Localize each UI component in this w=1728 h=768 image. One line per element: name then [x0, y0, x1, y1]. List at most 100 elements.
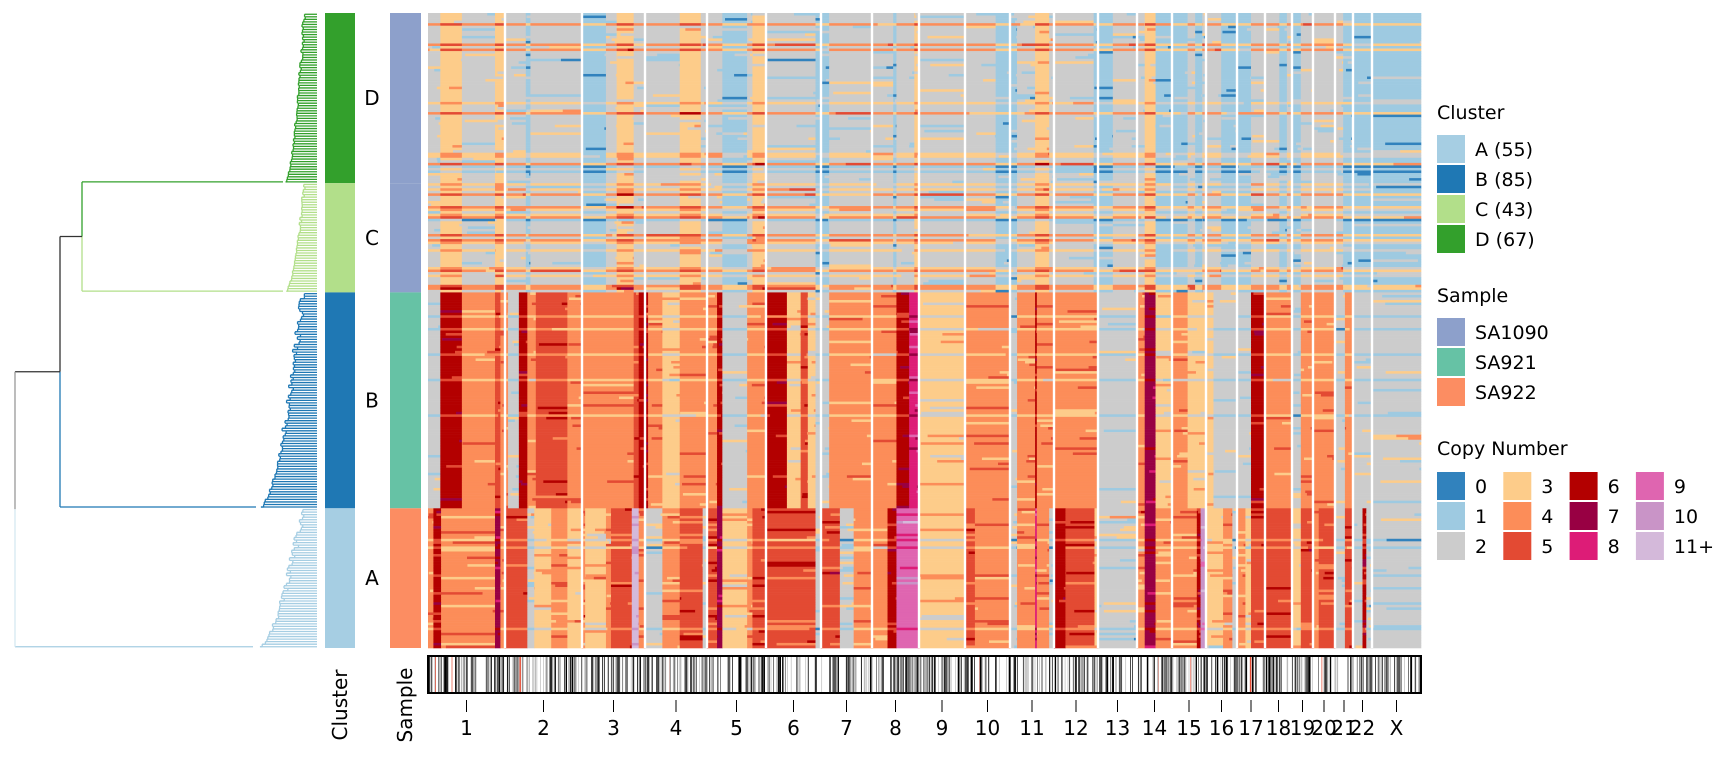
- heatmap-cell: [1251, 175, 1268, 179]
- heatmap-cell: [605, 84, 617, 87]
- heatmap-cell: [1343, 13, 1422, 16]
- heatmap-cell: [896, 76, 910, 80]
- heatmap-cell: [605, 198, 634, 202]
- heatmap-cell: [452, 145, 463, 148]
- heatmap-cell: [700, 208, 708, 212]
- heatmap-cell: [1208, 18, 1222, 21]
- heatmap-cell: [1279, 112, 1288, 115]
- heatmap-cell: [1372, 188, 1422, 192]
- heatmap-cell: [440, 190, 463, 194]
- heatmap-cell: [440, 23, 463, 26]
- heatmap-cell: [1292, 132, 1302, 136]
- heatmap-cell: [440, 109, 463, 113]
- heatmap-cell: [605, 94, 617, 98]
- heatmap-cell: [747, 84, 753, 87]
- heatmap-cell: [1218, 94, 1222, 98]
- heatmap-cell: [440, 145, 453, 148]
- heatmap-cell: [530, 155, 583, 159]
- heatmap-cell: [582, 216, 607, 220]
- heatmap-cell: [633, 81, 646, 85]
- heatmap-cell: [505, 117, 511, 120]
- heatmap-cell: [995, 244, 1018, 247]
- heatmap-cell: [1035, 208, 1050, 212]
- heatmap-cell: [1112, 89, 1145, 93]
- heatmap-cell: [829, 13, 894, 16]
- heatmap-cell: [829, 66, 873, 70]
- heatmap-cell: [752, 86, 767, 90]
- heatmap-cell: [1093, 38, 1114, 42]
- heatmap-cell: [428, 150, 441, 153]
- heatmap-cell: [1010, 175, 1018, 179]
- heatmap-cell: [896, 208, 915, 212]
- heatmap-cell: [1185, 200, 1188, 204]
- heatmap-cell: [461, 228, 496, 232]
- heatmap-cell: [505, 228, 527, 232]
- heatmap-cell: [766, 226, 816, 230]
- heatmap-cell: [919, 25, 966, 29]
- heatmap-cell: [747, 160, 753, 164]
- heatmap-cell: [1172, 160, 1196, 164]
- heatmap-cell: [752, 76, 767, 80]
- heatmap-cell: [633, 188, 681, 192]
- heatmap-cell: [505, 211, 531, 214]
- heatmap-cell: [1144, 68, 1156, 72]
- heatmap-cell: [530, 99, 583, 103]
- heatmap-cell: [1123, 117, 1138, 120]
- heatmap-cell: [1049, 119, 1094, 123]
- heatmap-cell: [494, 13, 506, 16]
- heatmap-cell: [530, 61, 583, 65]
- heatmap-cell: [752, 73, 767, 77]
- heatmap-cell: [1286, 43, 1293, 47]
- heatmap-cell: [700, 114, 723, 118]
- heatmap-cell: [766, 35, 816, 39]
- heatmap-cell: [893, 114, 897, 118]
- heatmap-cell: [1343, 99, 1373, 103]
- heatmap-cell: [722, 211, 748, 214]
- heatmap-cell: [766, 114, 816, 118]
- heatmap-cell: [1286, 129, 1293, 133]
- heatmap-cell: [1343, 150, 1373, 153]
- heatmap-cell: [747, 147, 753, 151]
- heatmap-cell: [554, 124, 583, 128]
- heatmap-cell: [1292, 35, 1302, 39]
- heatmap-cell: [1144, 127, 1156, 131]
- heatmap-cell: [700, 226, 707, 230]
- heatmap-cell: [1023, 20, 1050, 24]
- heatmap-cell: [1286, 30, 1293, 34]
- heatmap-cell: [752, 28, 767, 32]
- heatmap-cell: [530, 195, 583, 199]
- heatmap-cell: [1035, 48, 1050, 52]
- heatmap-cell: [1144, 25, 1156, 29]
- heatmap-cell: [763, 167, 815, 171]
- heatmap-cell: [722, 175, 748, 179]
- heatmap-cell: [919, 46, 996, 49]
- heatmap-cell: [530, 68, 583, 72]
- heatmap-cell: [428, 84, 441, 87]
- heatmap-cell: [1017, 142, 1036, 146]
- heatmap-cell: [1265, 109, 1280, 113]
- heatmap-cell: [616, 68, 634, 72]
- heatmap-cell: [1155, 183, 1157, 187]
- heatmap-cell: [848, 117, 873, 120]
- heatmap-cell: [1144, 84, 1156, 87]
- heatmap-cell: [1335, 218, 1344, 222]
- heatmap-cell: [1050, 38, 1055, 42]
- heatmap-cell: [467, 226, 496, 230]
- heatmap-cell: [896, 25, 915, 29]
- heatmap-cell: [525, 68, 531, 72]
- heatmap-cell: [1343, 236, 1422, 240]
- heatmap-cell: [1112, 51, 1145, 54]
- heatmap-cell: [1251, 89, 1261, 93]
- heatmap-cell: [1286, 200, 1293, 204]
- heatmap-cell: [747, 58, 753, 62]
- heatmap-cell: [582, 96, 607, 100]
- heatmap-cell: [752, 58, 767, 62]
- heatmap-cell: [494, 117, 506, 120]
- heatmap-cell: [928, 190, 966, 194]
- heatmap-cell: [1193, 206, 1203, 209]
- heatmap-cell: [679, 152, 702, 156]
- heatmap-cell: [1279, 114, 1288, 118]
- heatmap-cell: [914, 195, 920, 199]
- heatmap-cell: [893, 109, 897, 113]
- heatmap-cell: [1202, 68, 1222, 72]
